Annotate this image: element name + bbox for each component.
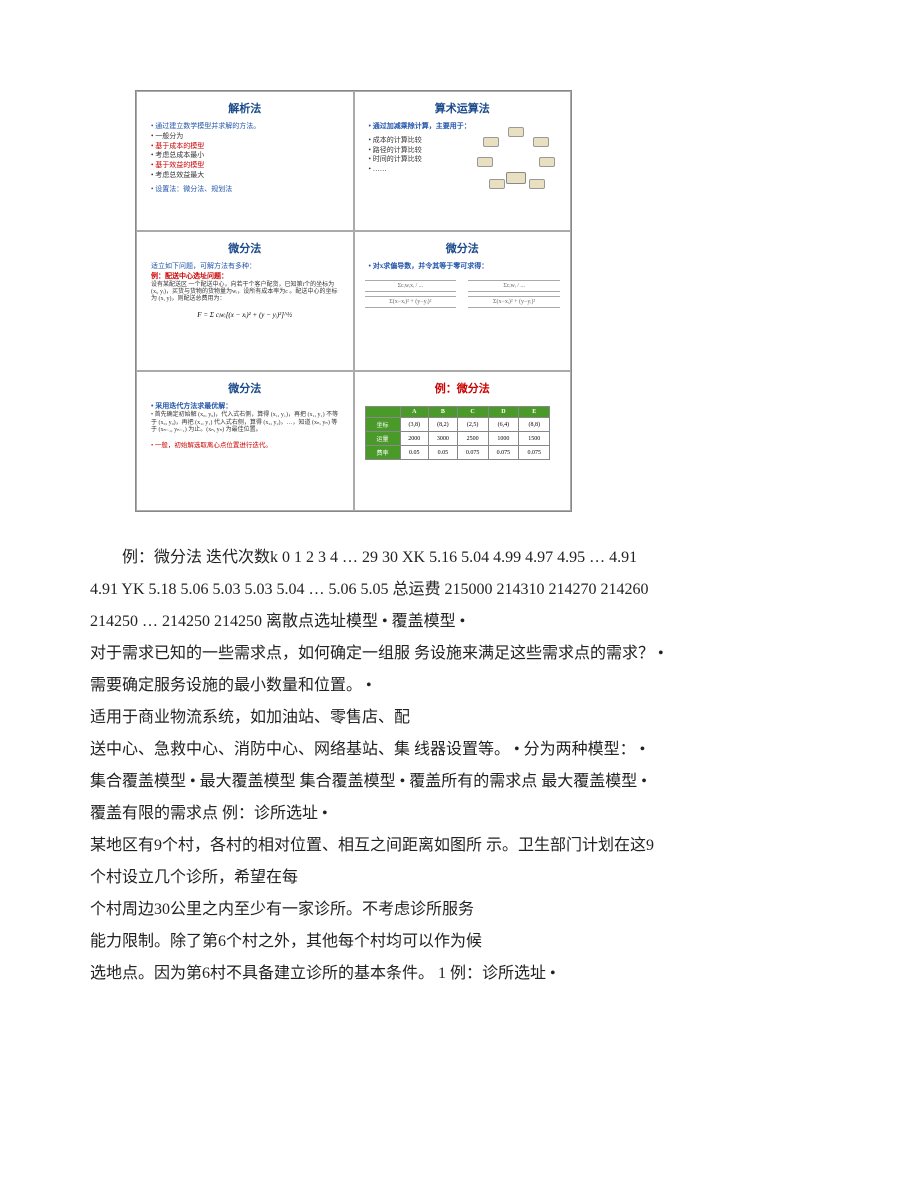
s5-sub: • 采用迭代方法求最优解：	[151, 402, 343, 412]
frac-3: Σ(x−xᵢ)² + (y−yᵢ)²	[468, 296, 560, 308]
slide5-title: 微分法	[147, 380, 343, 396]
th-1: A	[400, 407, 429, 418]
slide2-title: 算术运算法	[365, 100, 561, 116]
slide-analytic: 解析法 • 通过建立数学模型并求解的方法。 • 一般分为 • 基于成本的模型 •…	[136, 91, 354, 231]
r2c2: 0.05	[429, 446, 458, 460]
r0c5: (8,8)	[519, 418, 550, 432]
th-5: E	[519, 407, 550, 418]
th-3: C	[457, 407, 488, 418]
th-0	[365, 407, 400, 418]
p10: 某地区有9个村，各村的相对位置、相互之间距离如图所 示。卫生部门计划在这9	[90, 830, 830, 862]
r2c4: 0.075	[488, 446, 519, 460]
s5-l0: • 首先确定初始解 (x₀, y₀)，代入式右侧，算得 (x₁, y₁)，再把 …	[151, 412, 343, 435]
s1-l4: • 基于效益的模型	[151, 161, 343, 171]
p7: 送中心、急救中心、消防中心、网络基站、集 线器设置等。 • 分为两种模型： •	[90, 734, 830, 766]
p8: 集合覆盖模型 • 最大覆盖模型 集合覆盖模型 • 覆盖所有的需求点 最大覆盖模型…	[90, 766, 830, 798]
slide-differential-3: 微分法 • 采用迭代方法求最优解： • 首先确定初始解 (x₀, y₀)，代入式…	[136, 371, 354, 511]
s1-l1: • 一般分为	[151, 132, 343, 142]
r0c2: (8,2)	[429, 418, 458, 432]
body-text: 例：微分法 迭代次数k 0 1 2 3 4 … 29 30 XK 5.16 5.…	[90, 542, 830, 990]
r2c3: 0.075	[457, 446, 488, 460]
slide-arithmetic: 算术运算法 • 通过加减乘除计算，主要用于： • 成本的计算比较 • 路径的计算…	[354, 91, 572, 231]
p3: 214250 … 214250 214250 离散点选址模型 • 覆盖模型 •	[90, 606, 830, 638]
slide4-title: 微分法	[365, 240, 561, 256]
slide6-title: 例：微分法	[365, 380, 561, 396]
r1c3: 2500	[457, 432, 488, 446]
r1c0: 运量	[365, 432, 400, 446]
slide1-title: 解析法	[147, 100, 343, 116]
s4-sub: • 对x求偏导数，并令其等于零可求得：	[369, 262, 561, 272]
s1-l2: • 基于成本的模型	[151, 142, 343, 152]
slide-example-table: 例：微分法 A B C D E 坐标 (3,8) (8,2) (2,5) (6,…	[354, 371, 572, 511]
frac-0: Σcᵢwᵢxᵢ / ...	[365, 280, 457, 292]
p9: 覆盖有限的需求点 例：诊所选址 •	[90, 798, 830, 830]
th-4: D	[488, 407, 519, 418]
r2c0: 费率	[365, 446, 400, 460]
s5-note: • 一般，初始解选取离心点位置进行迭代。	[151, 441, 343, 450]
slide3-title: 微分法	[147, 240, 343, 256]
fraction-grid: Σcᵢwᵢxᵢ / ... Σcᵢwᵢ / ... Σ(x−xᵢ)² + (y−…	[365, 280, 561, 308]
s3-formula: F = Σ cᵢwᵢ[(x − xᵢ)² + (y − yᵢ)²]^½	[147, 311, 343, 320]
r0c0: 坐标	[365, 418, 400, 432]
frac-2: Σ(x−xᵢ)² + (y−yᵢ)²	[365, 296, 457, 308]
p11: 个村设立几个诊所，希望在每	[90, 862, 830, 894]
r0c4: (6,4)	[488, 418, 519, 432]
p1: 例：微分法 迭代次数k 0 1 2 3 4 … 29 30 XK 5.16 5.…	[90, 542, 830, 574]
s1-l0: • 通过建立数学模型并求解的方法。	[151, 122, 343, 132]
p5: 需要确定服务设施的最小数量和位置。 •	[90, 670, 830, 702]
s3-sub1: 适立如下问题，可解方法有多种：	[151, 262, 343, 272]
p6: 适用于商业物流系统，如加油站、零售店、配	[90, 702, 830, 734]
p14: 选地点。因为第6村不具备建立诊所的基本条件。 1 例：诊所选址 •	[90, 958, 830, 990]
r1c5: 1500	[519, 432, 550, 446]
p13: 能力限制。除了第6个村之外，其他每个村均可以作为候	[90, 926, 830, 958]
s3-sub2: 例：配送中心选址问题：	[151, 272, 343, 282]
r1c4: 1000	[488, 432, 519, 446]
r0c1: (3,8)	[400, 418, 429, 432]
r1c1: 2000	[400, 432, 429, 446]
s1-l3: • 考虑总成本最小	[151, 151, 343, 161]
s1-l5: • 考虑总效益最大	[151, 171, 343, 181]
p2: 4.91 YK 5.18 5.06 5.03 5.03 5.04 … 5.06 …	[90, 574, 830, 606]
s1-l6: • 设置法：微分法、规划法	[151, 185, 343, 195]
p12: 个村周边30公里之内至少有一家诊所。不考虑诊所服务	[90, 894, 830, 926]
r2c1: 0.05	[400, 446, 429, 460]
slides-grid: 解析法 • 通过建立数学模型并求解的方法。 • 一般分为 • 基于成本的模型 •…	[135, 90, 572, 512]
p4: 对于需求已知的一些需求点，如何确定一组服 务设施来满足这些需求点的需求？ •	[90, 638, 830, 670]
th-2: B	[429, 407, 458, 418]
frac-1: Σcᵢwᵢ / ...	[468, 280, 560, 292]
slide-differential-1: 微分法 适立如下问题，可解方法有多种： 例：配送中心选址问题： 设有某配送区 一…	[136, 231, 354, 371]
slide-differential-2: 微分法 • 对x求偏导数，并令其等于零可求得： Σcᵢwᵢxᵢ / ... Σc…	[354, 231, 572, 371]
r2c5: 0.075	[519, 446, 550, 460]
ring-diagram	[475, 127, 555, 197]
r1c2: 3000	[429, 432, 458, 446]
example-table: A B C D E 坐标 (3,8) (8,2) (2,5) (6,4) (8,…	[365, 406, 551, 460]
s3-desc: 设有某配送区 一个配送中心，向若干个客户配货，已知第i个的坐标为 (xᵢ, yᵢ…	[151, 282, 343, 304]
r0c3: (2,5)	[457, 418, 488, 432]
